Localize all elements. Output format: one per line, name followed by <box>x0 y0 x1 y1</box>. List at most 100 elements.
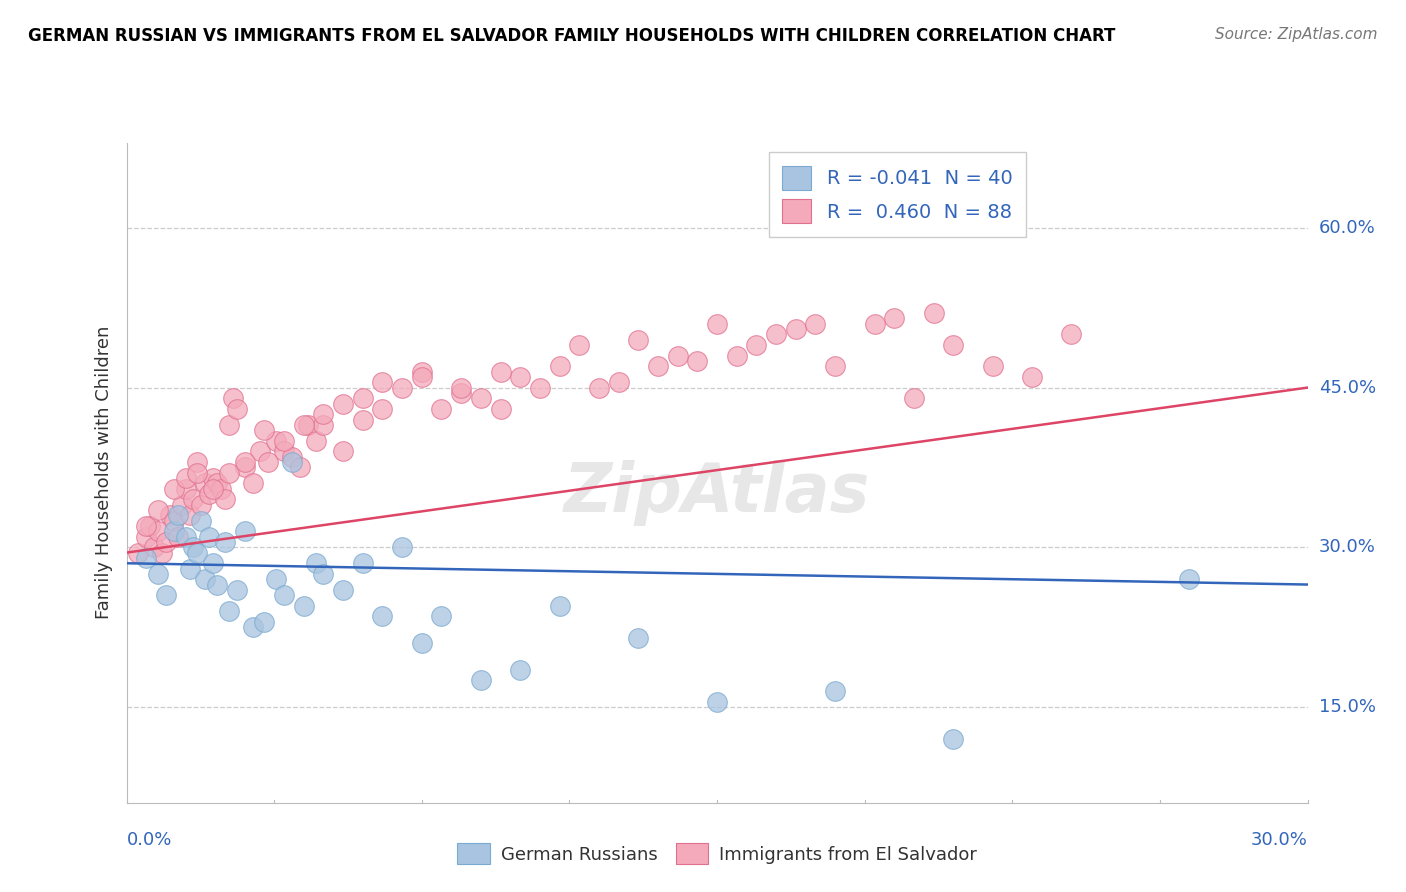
Point <box>288 460 311 475</box>
Point <box>942 731 965 746</box>
Point <box>202 556 225 570</box>
Point <box>146 524 169 539</box>
Point <box>627 333 650 347</box>
Text: 45.0%: 45.0% <box>1319 378 1376 397</box>
Point <box>352 391 374 405</box>
Point <box>371 609 394 624</box>
Point <box>225 582 247 597</box>
Point <box>273 444 295 458</box>
Point <box>922 306 945 320</box>
Point <box>225 401 247 416</box>
Point <box>304 434 326 448</box>
Point <box>150 546 173 560</box>
Point <box>430 609 453 624</box>
Point <box>411 370 433 384</box>
Point <box>1178 572 1201 586</box>
Point <box>190 498 212 512</box>
Point <box>163 482 186 496</box>
Point <box>568 338 591 352</box>
Point <box>264 434 287 448</box>
Point <box>135 550 157 565</box>
Point <box>202 482 225 496</box>
Point <box>194 572 217 586</box>
Point <box>332 582 354 597</box>
Point <box>371 401 394 416</box>
Text: 30.0%: 30.0% <box>1319 538 1375 557</box>
Text: 30.0%: 30.0% <box>1251 830 1308 848</box>
Point <box>233 524 256 539</box>
Point <box>304 556 326 570</box>
Point <box>264 572 287 586</box>
Point <box>249 444 271 458</box>
Point <box>1021 370 1043 384</box>
Point <box>183 541 205 555</box>
Text: 0.0%: 0.0% <box>127 830 172 848</box>
Point <box>647 359 669 374</box>
Point <box>686 354 709 368</box>
Point <box>209 482 232 496</box>
Point <box>509 663 531 677</box>
Point <box>163 514 186 528</box>
Point <box>198 487 221 501</box>
Point <box>489 365 512 379</box>
Point <box>450 385 472 400</box>
Point <box>430 401 453 416</box>
Text: Source: ZipAtlas.com: Source: ZipAtlas.com <box>1215 27 1378 42</box>
Point <box>190 514 212 528</box>
Point <box>529 381 551 395</box>
Point <box>155 535 177 549</box>
Point <box>804 317 827 331</box>
Point <box>765 327 787 342</box>
Point <box>179 561 201 575</box>
Text: GERMAN RUSSIAN VS IMMIGRANTS FROM EL SALVADOR FAMILY HOUSEHOLDS WITH CHILDREN CO: GERMAN RUSSIAN VS IMMIGRANTS FROM EL SAL… <box>28 27 1115 45</box>
Point <box>218 466 240 480</box>
Point <box>725 349 748 363</box>
Point <box>146 566 169 581</box>
Point <box>1060 327 1083 342</box>
Point <box>218 604 240 618</box>
Point <box>981 359 1004 374</box>
Point <box>352 556 374 570</box>
Legend: German Russians, Immigrants from El Salvador: German Russians, Immigrants from El Salv… <box>449 834 986 873</box>
Point <box>135 530 157 544</box>
Point <box>214 492 236 507</box>
Point <box>166 530 188 544</box>
Point <box>174 471 197 485</box>
Point <box>391 381 413 395</box>
Point <box>202 471 225 485</box>
Text: ZipAtlas: ZipAtlas <box>564 459 870 525</box>
Point <box>233 455 256 469</box>
Point <box>903 391 925 405</box>
Point <box>253 423 276 437</box>
Point <box>824 359 846 374</box>
Point <box>273 588 295 602</box>
Point <box>411 365 433 379</box>
Point <box>312 407 335 421</box>
Point <box>824 684 846 698</box>
Point <box>332 444 354 458</box>
Point <box>785 322 807 336</box>
Point <box>411 636 433 650</box>
Point <box>706 695 728 709</box>
Point <box>470 673 492 688</box>
Point <box>127 546 149 560</box>
Point <box>863 317 886 331</box>
Point <box>159 508 181 523</box>
Point <box>371 376 394 390</box>
Point <box>143 541 166 555</box>
Point <box>332 396 354 410</box>
Point <box>253 615 276 629</box>
Point <box>205 577 228 591</box>
Point <box>312 417 335 432</box>
Point <box>281 455 304 469</box>
Point <box>470 391 492 405</box>
Point <box>548 359 571 374</box>
Point <box>146 503 169 517</box>
Point <box>135 519 157 533</box>
Point <box>257 455 280 469</box>
Point <box>139 519 162 533</box>
Y-axis label: Family Households with Children: Family Households with Children <box>94 326 112 619</box>
Point <box>548 599 571 613</box>
Point <box>222 391 245 405</box>
Text: 15.0%: 15.0% <box>1319 698 1375 716</box>
